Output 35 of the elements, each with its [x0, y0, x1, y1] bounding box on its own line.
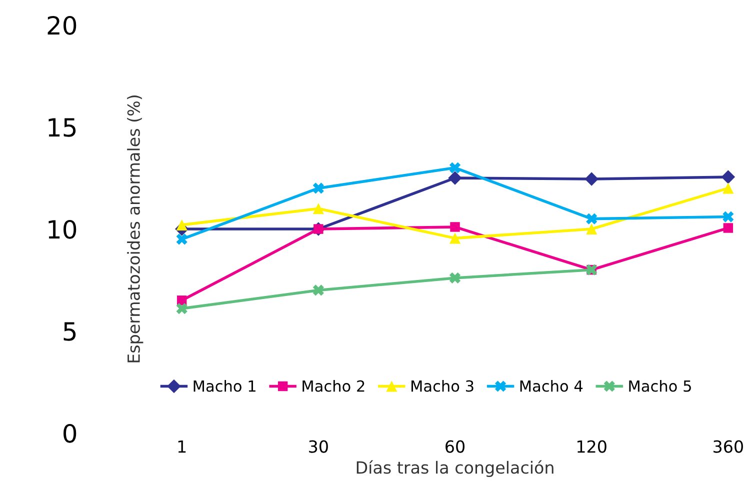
x-tick-label: 60: [446, 440, 464, 453]
point: [448, 171, 462, 185]
x-axis-title: Días tras la congelación: [356, 460, 554, 478]
point: [723, 223, 734, 233]
point: [722, 182, 734, 194]
point: [312, 182, 324, 194]
y-tick-label: 10: [48, 220, 76, 239]
point: [449, 272, 461, 284]
y-tick-label: 0: [64, 424, 76, 443]
x-tick-label: 1: [178, 440, 186, 453]
point: [176, 303, 188, 314]
point: [722, 211, 734, 222]
legend-label: Macho 1: [194, 380, 256, 392]
y-tick-label: 5: [64, 322, 76, 341]
point: [450, 222, 460, 232]
point: [584, 172, 598, 186]
x-tick-label: 30: [309, 440, 328, 453]
point: [176, 234, 188, 245]
point: [449, 232, 461, 244]
point: [586, 223, 598, 235]
point: [312, 203, 324, 214]
x-tick-label: 120: [578, 440, 606, 453]
y-axis-title: Espermatozoides anormales (%): [127, 96, 144, 362]
y-tick-label: 20: [48, 16, 76, 35]
point: [721, 170, 735, 184]
legend-label: Macho 5: [629, 380, 691, 392]
legend-label: Macho 3: [412, 380, 474, 392]
legend-label: Macho 4: [520, 380, 583, 392]
x-tick-label: 360: [714, 440, 743, 453]
y-tick-label: 15: [48, 118, 76, 137]
point: [176, 219, 188, 230]
point: [586, 213, 598, 224]
point: [312, 284, 324, 296]
legend-label: Macho 2: [302, 380, 364, 392]
point: [449, 162, 461, 174]
